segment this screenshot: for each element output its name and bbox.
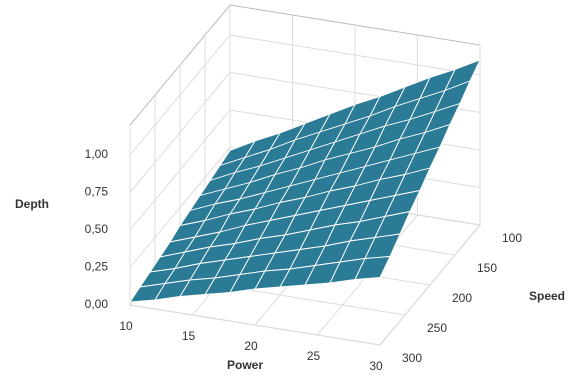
- x-tick-label: 30: [369, 359, 383, 373]
- x-tick-label: 25: [307, 349, 321, 363]
- y-grid-line: [129, 304, 381, 346]
- x-axis-title: Power: [227, 358, 263, 372]
- y-tick-label: 100: [502, 231, 522, 245]
- y-tick-label: 250: [427, 321, 447, 335]
- surface-cell: [354, 256, 391, 280]
- x-tick-label: 15: [182, 329, 196, 343]
- y-tick-label: 150: [477, 261, 497, 275]
- y-tick-label: 200: [452, 291, 472, 305]
- z-tick-label: 0,50: [85, 222, 109, 236]
- z-tick-label: 0,75: [85, 185, 109, 199]
- x-tick-label: 20: [244, 339, 258, 353]
- y-axis-title: Speed: [529, 289, 565, 303]
- x-tick-label: 10: [119, 319, 133, 333]
- z-tick-label: 1,00: [85, 147, 109, 161]
- z-axis-title: Depth: [15, 197, 49, 211]
- y-tick-label: 300: [402, 351, 422, 365]
- z-tick-label: 0,00: [85, 297, 109, 311]
- z-tick-label: 0,25: [85, 260, 109, 274]
